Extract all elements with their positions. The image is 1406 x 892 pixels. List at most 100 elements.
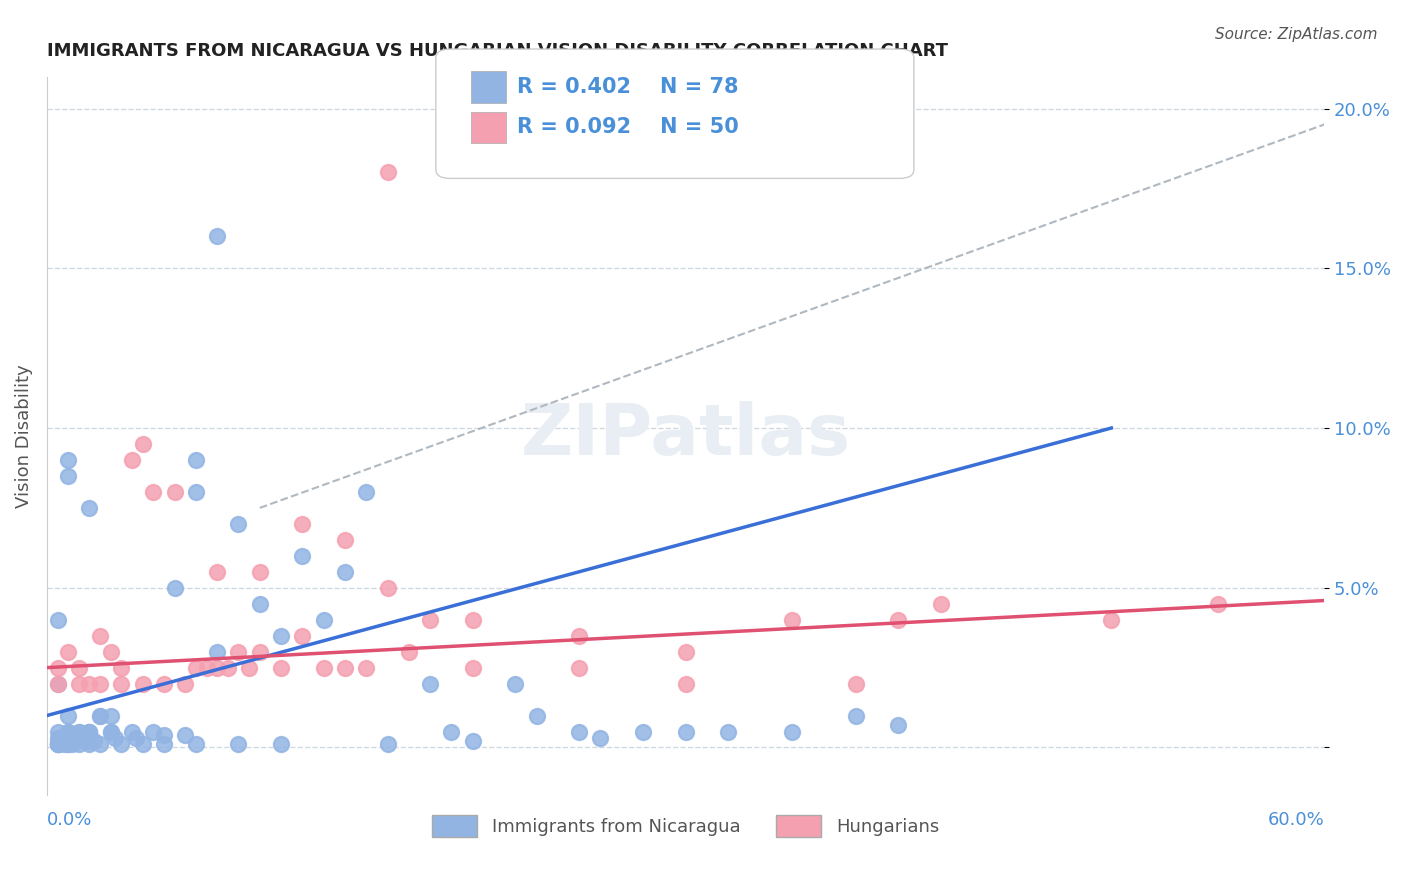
Point: [62, 737, 84, 751]
Point: [631, 724, 654, 739]
Point: [142, 724, 165, 739]
Point: [205, 645, 228, 659]
Point: [79, 724, 101, 739]
Point: [184, 484, 207, 499]
Point: [100, 708, 122, 723]
Point: [205, 229, 228, 244]
Point: [461, 613, 484, 627]
Point: [205, 660, 228, 674]
Point: [163, 484, 186, 499]
Point: [52, 737, 75, 751]
Point: [312, 613, 335, 627]
Text: 0.0%: 0.0%: [46, 812, 93, 830]
Point: [184, 737, 207, 751]
Point: [717, 724, 740, 739]
Text: ZIPatlas: ZIPatlas: [520, 401, 851, 470]
Point: [46, 613, 69, 627]
Point: [228, 516, 250, 531]
Point: [568, 660, 591, 674]
Point: [929, 597, 952, 611]
Point: [398, 645, 420, 659]
Text: R = 0.402    N = 78: R = 0.402 N = 78: [517, 78, 740, 97]
Point: [56, 724, 79, 739]
Point: [67, 676, 90, 690]
Point: [46, 737, 69, 751]
Y-axis label: Vision Disability: Vision Disability: [15, 364, 32, 508]
Point: [79, 737, 101, 751]
Point: [217, 660, 239, 674]
Point: [131, 437, 153, 451]
Point: [312, 660, 335, 674]
Point: [46, 737, 69, 751]
Point: [131, 737, 153, 751]
Point: [291, 516, 314, 531]
Point: [100, 724, 122, 739]
Point: [142, 484, 165, 499]
Point: [153, 728, 176, 742]
Point: [131, 676, 153, 690]
Point: [419, 676, 441, 690]
Point: [568, 629, 591, 643]
Point: [195, 660, 218, 674]
Point: [89, 708, 111, 723]
Point: [1206, 597, 1229, 611]
Point: [291, 549, 314, 563]
Point: [461, 660, 484, 674]
Point: [67, 731, 90, 745]
Point: [440, 724, 463, 739]
Point: [153, 676, 176, 690]
Point: [377, 737, 399, 751]
Point: [845, 676, 868, 690]
Point: [56, 724, 79, 739]
Point: [56, 453, 79, 467]
Point: [46, 737, 69, 751]
Point: [46, 737, 69, 751]
Point: [270, 629, 292, 643]
Text: IMMIGRANTS FROM NICARAGUA VS HUNGARIAN VISION DISABILITY CORRELATION CHART: IMMIGRANTS FROM NICARAGUA VS HUNGARIAN V…: [46, 42, 948, 60]
Point: [67, 724, 90, 739]
Point: [780, 724, 803, 739]
Point: [67, 724, 90, 739]
Point: [89, 676, 111, 690]
Point: [56, 737, 79, 751]
Point: [56, 737, 79, 751]
Point: [100, 645, 122, 659]
Point: [62, 734, 84, 748]
Point: [249, 597, 271, 611]
Point: [174, 676, 197, 690]
Point: [1099, 613, 1122, 627]
Point: [780, 613, 803, 627]
Point: [333, 565, 356, 579]
Point: [354, 660, 377, 674]
Point: [270, 660, 292, 674]
Point: [56, 645, 79, 659]
Point: [79, 500, 101, 515]
Point: [675, 676, 697, 690]
Point: [377, 165, 399, 179]
Point: [249, 645, 271, 659]
Point: [228, 645, 250, 659]
Point: [67, 660, 90, 674]
Point: [110, 676, 132, 690]
Point: [568, 724, 591, 739]
Text: 60.0%: 60.0%: [1268, 812, 1324, 830]
Point: [249, 565, 271, 579]
Point: [75, 734, 97, 748]
Point: [56, 708, 79, 723]
Point: [845, 708, 868, 723]
Point: [67, 737, 90, 751]
Point: [238, 660, 260, 674]
Point: [228, 737, 250, 751]
Point: [89, 629, 111, 643]
Point: [291, 629, 314, 643]
Point: [333, 660, 356, 674]
Point: [419, 613, 441, 627]
Point: [503, 676, 526, 690]
Text: Source: ZipAtlas.com: Source: ZipAtlas.com: [1215, 27, 1378, 42]
Point: [46, 731, 69, 745]
Point: [121, 453, 143, 467]
Point: [46, 660, 69, 674]
Point: [675, 724, 697, 739]
Point: [100, 724, 122, 739]
Point: [79, 734, 101, 748]
